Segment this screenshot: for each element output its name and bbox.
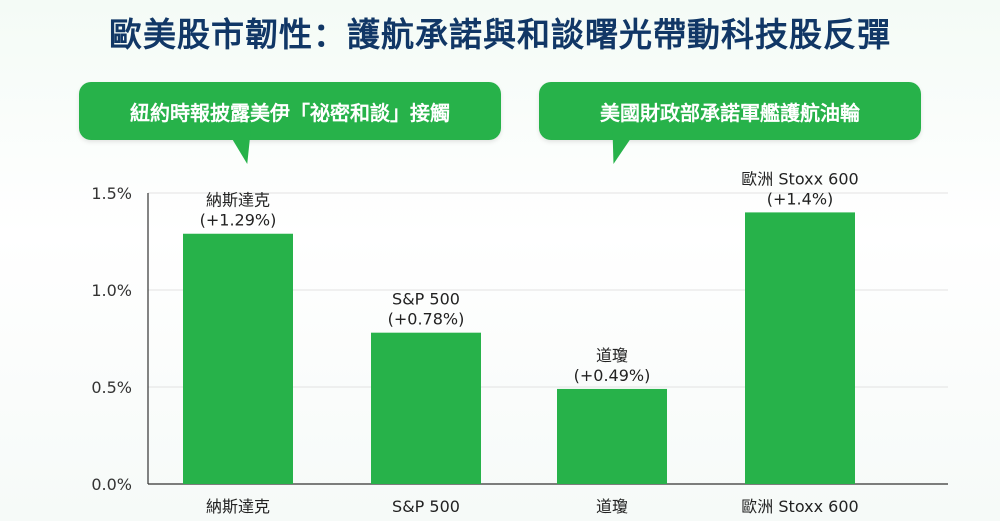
y-tick-label: 1.5%	[91, 184, 132, 203]
data-label-value: (+0.78%)	[388, 310, 465, 329]
x-tick-label: 歐洲 Stoxx 600	[741, 497, 858, 516]
data-label-name: 納斯達克	[206, 191, 270, 210]
y-tick-label: 1.0%	[91, 281, 132, 300]
x-tick-label: S&P 500	[392, 497, 460, 516]
data-label-value: (+1.29%)	[200, 211, 277, 230]
data-label-value: (+0.49%)	[574, 366, 651, 385]
page-title: 歐美股市韌性：護航承諾與和談曙光帶動科技股反彈	[109, 15, 891, 54]
data-label-name: 道瓊	[596, 346, 628, 365]
x-tick-label: 納斯達克	[206, 497, 270, 516]
data-label-value: (+1.4%)	[767, 189, 834, 208]
y-tick-label: 0.0%	[91, 475, 132, 494]
bar	[557, 388, 667, 484]
callout-secret-talks-text: 紐約時報披露美伊「祕密和談」接觸	[130, 100, 450, 125]
bar	[183, 233, 293, 484]
bar	[371, 332, 481, 484]
x-tick-label: 道瓊	[596, 497, 628, 516]
data-label-name: 歐洲 Stoxx 600	[741, 169, 858, 188]
callout-secret-talks: 紐約時報披露美伊「祕密和談」接觸	[79, 82, 501, 164]
callout-escort-pledge-text: 美國財政部承諾軍艦護航油輪	[600, 100, 860, 125]
data-label-name: S&P 500	[392, 290, 460, 309]
y-tick-label: 0.5%	[91, 378, 132, 397]
callout-escort-pledge: 美國財政部承諾軍艦護航油輪	[539, 82, 921, 164]
bar	[745, 212, 855, 484]
